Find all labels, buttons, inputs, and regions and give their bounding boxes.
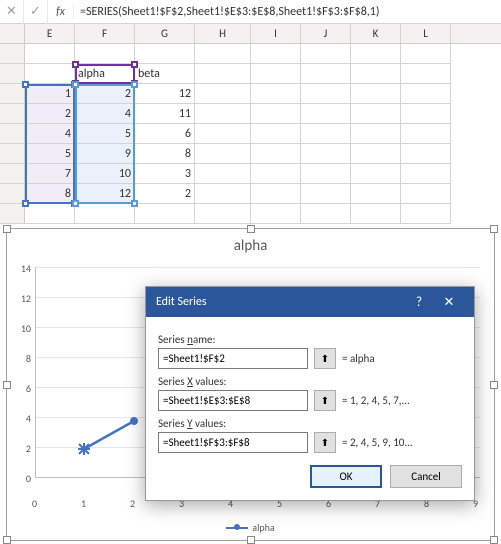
row-header[interactable] [0,124,25,144]
cell[interactable]: 8 [135,144,195,164]
cell[interactable]: 5 [25,144,75,164]
row-header[interactable] [0,84,25,104]
range-picker-icon[interactable]: ⬆ [314,432,336,453]
col-header-i[interactable]: I [251,24,301,43]
cell[interactable]: 9 [75,144,135,164]
cell[interactable]: 11 [135,104,195,124]
cell[interactable]: 10 [75,164,135,184]
table-row: 1 2 12 [0,84,501,104]
range-picker-icon[interactable]: ⬆ [314,348,336,369]
row-header[interactable] [0,144,25,164]
col-header-e[interactable]: E [25,24,75,43]
select-all-corner[interactable] [0,24,25,44]
cell[interactable] [25,64,75,84]
series-y-input[interactable]: =Sheet1!$F$3:$F$8 [158,432,308,453]
cell[interactable]: 8 [25,184,75,204]
cancel-button[interactable]: Cancel [390,465,462,488]
dialog-titlebar[interactable]: Edit Series ? ✕ [146,287,474,317]
cell[interactable] [351,44,401,64]
table-row: 8 12 2 [0,184,501,204]
cell[interactable]: 12 [135,84,195,104]
cell[interactable] [25,44,75,64]
series-y-label: Series Y values: [158,417,462,430]
cell[interactable]: 4 [75,104,135,124]
chart-resize-handle[interactable] [247,536,255,544]
cell[interactable] [135,44,195,64]
cell[interactable]: 6 [135,124,195,144]
edit-series-dialog: Edit Series ? ✕ Series name: =Sheet1!$F$… [145,286,475,501]
range-picker-icon[interactable]: ⬆ [314,390,336,411]
col-header-k[interactable]: K [351,24,401,43]
fx-icon[interactable]: fx [48,5,74,19]
cell[interactable]: 2 [135,184,195,204]
spreadsheet-grid[interactable]: alpha beta 1 2 12 2 4 11 4 5 6 5 9 8 7 [0,44,501,224]
row-header[interactable] [0,184,25,204]
dialog-title: Edit Series [156,295,207,309]
series-name-label: Series name: [158,333,462,346]
row-header[interactable] [0,164,25,184]
table-row: 2 4 11 [0,104,501,124]
cell[interactable]: 12 [75,184,135,204]
close-icon[interactable]: ✕ [434,295,464,310]
cell[interactable]: 7 [25,164,75,184]
cell[interactable] [251,64,301,84]
col-header-g[interactable]: G [135,24,195,43]
cell[interactable]: 1 [25,84,75,104]
cell-alpha-header[interactable]: alpha [75,64,135,84]
ok-button[interactable]: OK [310,465,382,488]
series-x-label: Series X values: [158,375,462,388]
cell[interactable] [401,64,451,84]
cell[interactable]: 2 [25,104,75,124]
cell[interactable] [195,44,251,64]
cell[interactable]: 2 [75,84,135,104]
col-header-f[interactable]: F [75,24,135,43]
table-row: 4 5 6 [0,124,501,144]
cancel-formula-icon[interactable]: ✕ [0,0,24,24]
formula-input[interactable] [74,5,501,19]
series-x-result: = 1, 2, 4, 5, 7,... [342,394,462,407]
col-header-h[interactable]: H [195,24,251,43]
cell[interactable] [351,64,401,84]
cell[interactable]: 5 [75,124,135,144]
cell[interactable] [401,44,451,64]
cell[interactable] [251,44,301,64]
col-header-l[interactable]: L [401,24,451,43]
help-icon[interactable]: ? [404,295,434,310]
series-x-input[interactable]: =Sheet1!$E$3:$E$8 [158,390,308,411]
row-header[interactable] [0,64,25,84]
chart-legend[interactable]: alpha [7,521,494,534]
col-header-j[interactable]: J [301,24,351,43]
row-header[interactable] [0,44,25,64]
row-header[interactable] [0,204,25,224]
accept-formula-icon[interactable]: ✓ [24,0,48,24]
row-header[interactable] [0,104,25,124]
formula-bar: ✕ ✓ fx [0,0,501,24]
legend-label: alpha [252,521,274,534]
chart-resize-handle[interactable] [490,536,498,544]
cell[interactable]: 4 [25,124,75,144]
series-name-input[interactable]: =Sheet1!$F$2 [158,348,308,369]
table-row: 5 9 8 [0,144,501,164]
chart-resize-handle[interactable] [3,536,11,544]
series-y-result: = 2, 4, 5, 9, 10... [342,436,462,449]
table-row: 7 10 3 [0,164,501,184]
cell[interactable] [75,44,135,64]
series-name-result: = alpha [342,352,462,365]
cell[interactable] [301,64,351,84]
cell[interactable] [301,44,351,64]
cell[interactable] [195,64,251,84]
cell-beta-header[interactable]: beta [135,64,195,84]
column-headers: E F G H I J K L [0,24,501,44]
legend-marker-icon [226,527,248,529]
cell[interactable]: 3 [135,164,195,184]
